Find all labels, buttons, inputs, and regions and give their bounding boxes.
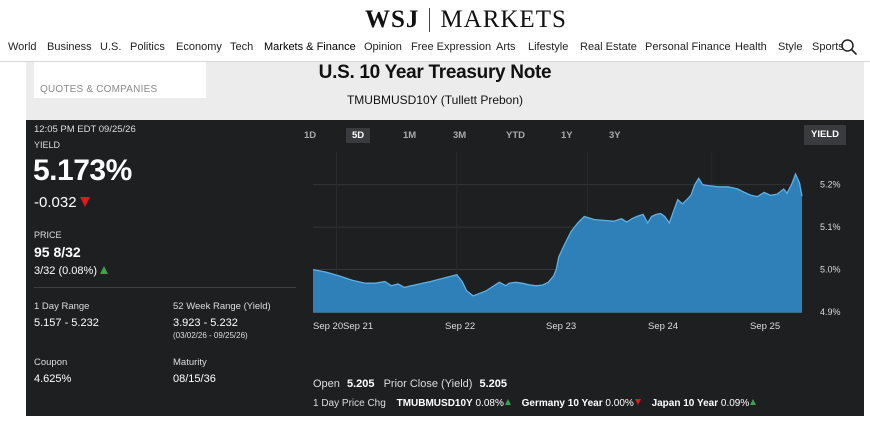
- tab-1y[interactable]: 1Y: [561, 130, 573, 141]
- yield-chart: 5.2% 5.1% 5.0% 4.9% Sep 20 Sep 21 Sep 22 Sep 23…: [312, 152, 841, 332]
- nav-item-free-expression[interactable]: Free Expression: [411, 41, 492, 53]
- series-line: [312, 172, 803, 297]
- nav-item-business[interactable]: Business: [47, 41, 92, 53]
- series-area: [313, 174, 802, 312]
- day-range-value: 5.157 - 5.232: [34, 317, 99, 329]
- yield-change-value: -0.032: [34, 194, 77, 211]
- nav-item-arts[interactable]: Arts: [496, 41, 516, 53]
- week52-range-dates: (03/02/26 - 09/25/26): [173, 331, 248, 340]
- nav-item-politics[interactable]: Politics: [130, 41, 165, 53]
- day-price-chg-label: 1 Day Price Chg: [313, 398, 386, 409]
- x-tick-label: Sep 23: [546, 321, 576, 332]
- price-change: 3/32 (0.08%): [34, 265, 108, 277]
- prior-close-value: 5.205: [479, 378, 508, 390]
- up-arrow-icon: [504, 399, 511, 405]
- nav-item-style[interactable]: Style: [778, 41, 803, 53]
- logo-divider: [429, 8, 431, 32]
- tab-3m[interactable]: 3M: [453, 130, 467, 141]
- y-tick-label: 4.9%: [820, 307, 841, 317]
- x-tick-label: Sep 25: [750, 321, 780, 332]
- comparison-item[interactable]: Germany 10 Year 0.00%: [522, 398, 644, 409]
- comparison-name: Japan 10 Year: [651, 398, 719, 409]
- yield-toggle-button[interactable]: YIELD: [804, 125, 846, 145]
- tab-3y[interactable]: 3Y: [609, 130, 621, 141]
- price-label: PRICE: [34, 230, 62, 240]
- tab-1m[interactable]: 1M: [403, 130, 417, 141]
- nav-item-tech[interactable]: Tech: [230, 41, 254, 53]
- nav-item-personal-finance[interactable]: Personal Finance: [645, 41, 731, 53]
- comparison-value: 0.00%: [605, 398, 634, 409]
- maturity-value: 08/15/36: [173, 373, 216, 385]
- search-icon[interactable]: [840, 38, 858, 56]
- yield-label: YIELD: [34, 140, 61, 150]
- nav-item-lifestyle[interactable]: Lifestyle: [528, 41, 569, 53]
- yield-value: 5.173%: [33, 154, 132, 187]
- comparison-value: 0.09%: [720, 398, 750, 409]
- open-prior-line: Open 5.205 Prior Close (Yield) 5.205: [313, 378, 507, 390]
- nav-item-economy[interactable]: Economy: [176, 41, 222, 53]
- tab-5d[interactable]: 5D: [346, 128, 371, 143]
- week52-range-value: 3.923 - 5.232: [173, 317, 238, 329]
- nav-item-real-estate[interactable]: Real Estate: [580, 41, 637, 53]
- nav-item-health[interactable]: Health: [735, 41, 767, 53]
- brand-wsj: WSJ: [365, 6, 420, 33]
- x-tick-label: Sep 22: [445, 321, 475, 332]
- up-arrow-icon: [99, 266, 108, 274]
- y-tick-label: 5.1%: [820, 222, 841, 232]
- yield-change: -0.032: [34, 194, 90, 211]
- x-tick-label: Sep 20: [313, 321, 343, 332]
- down-arrow-icon: [634, 399, 641, 405]
- nav-item-sports[interactable]: Sports: [812, 41, 844, 53]
- comparison-name: TMUBMUSD10Y: [396, 398, 473, 409]
- tab-ytd[interactable]: YTD: [506, 130, 525, 141]
- security-symbol-line: TMUBMUSD10Y (Tullett Prebon): [300, 93, 570, 107]
- x-tick-label: Sep 24: [648, 321, 678, 332]
- week52-range-label: 52 Week Range (Yield): [173, 301, 271, 312]
- open-value: 5.205: [346, 378, 375, 390]
- security-title-wrap: U.S. 10 Year Treasury Note: [300, 62, 570, 84]
- coupon-value: 4.625%: [34, 373, 72, 385]
- quote-panel: 12:05 PM EDT 09/25/26 YIELD 5.173% -0.03…: [26, 120, 864, 416]
- nav-item-opinion[interactable]: Opinion: [364, 41, 402, 53]
- price-change-value: 3/32 (0.08%): [34, 265, 97, 277]
- stats-divider: [34, 287, 296, 288]
- security-title: U.S. 10 Year Treasury Note: [318, 62, 552, 83]
- x-tick-label: Sep 21: [343, 321, 373, 332]
- comparison-name: Germany 10 Year: [521, 398, 603, 409]
- tab-1d[interactable]: 1D: [304, 130, 317, 141]
- day-range-label: 1 Day Range: [34, 301, 90, 312]
- quotes-companies-search[interactable]: QUOTES & COMPANIES: [34, 62, 206, 98]
- coupon-label: Coupon: [34, 357, 68, 368]
- y-tick-label: 5.0%: [820, 265, 841, 275]
- prior-close-label: Prior Close (Yield): [383, 378, 473, 390]
- main-nav: World Business U.S. Politics Economy Tec…: [0, 38, 870, 58]
- nav-item-markets-finance[interactable]: Markets & Finance: [264, 41, 356, 53]
- nav-divider: [0, 61, 870, 62]
- comparison-item[interactable]: TMUBMUSD10Y 0.08%: [397, 398, 514, 409]
- nav-item-world[interactable]: World: [8, 41, 37, 53]
- comparison-item[interactable]: Japan 10 Year 0.09%: [652, 398, 757, 409]
- open-label: Open: [313, 378, 340, 390]
- maturity-label: Maturity: [173, 357, 207, 368]
- up-arrow-icon: [750, 399, 757, 405]
- wsj-markets-logo[interactable]: WSJ MARKETS: [365, 6, 567, 34]
- quote-timestamp: 12:05 PM EDT 09/25/26: [34, 124, 136, 135]
- y-tick-label: 5.2%: [820, 180, 841, 190]
- masthead: WSJ MARKETS: [0, 0, 870, 38]
- down-arrow-icon: [79, 197, 90, 207]
- security-symbol: TMUBMUSD10Y: [346, 93, 438, 107]
- price-change-comparisons: 1 Day Price Chg TMUBMUSD10Y 0.08% German…: [313, 398, 757, 409]
- price-value: 95 8/32: [34, 244, 81, 260]
- quotes-companies-label: QUOTES & COMPANIES: [40, 84, 158, 95]
- comparison-value: 0.08%: [475, 398, 504, 409]
- brand-section: MARKETS: [440, 6, 567, 33]
- security-source: (Tullett Prebon): [440, 93, 524, 107]
- nav-item-us[interactable]: U.S.: [100, 41, 122, 53]
